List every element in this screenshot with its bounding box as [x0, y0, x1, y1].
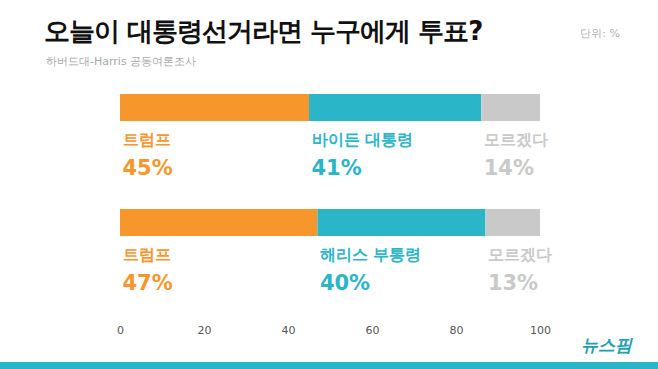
- svg-text:20: 20: [198, 324, 212, 337]
- svg-text:0: 0: [117, 324, 124, 337]
- svg-text:트럼프: 트럼프: [123, 245, 171, 264]
- svg-text:모르겠다: 모르겠다: [488, 245, 552, 264]
- svg-text:바이든 대통령: 바이든 대통령: [312, 130, 414, 149]
- svg-text:13%: 13%: [488, 271, 538, 295]
- svg-text:해리스 부통령: 해리스 부통령: [320, 245, 422, 264]
- html-text:하버드대-Harris 공동여론조사: 하버드대-Harris 공동여론조사: [46, 55, 197, 68]
- svg-text:80: 80: [450, 324, 464, 337]
- svg-text:40: 40: [282, 324, 296, 337]
- html-text:오늘이 대통령선거라면 누구에게 투표?: 오늘이 대통령선거라면 누구에게 투표?: [44, 16, 483, 46]
- svg-text:45%: 45%: [123, 156, 173, 180]
- svg-text:40%: 40%: [320, 271, 370, 295]
- html-text:단위: %: 단위: %: [580, 27, 620, 40]
- svg-text:41%: 41%: [312, 156, 362, 180]
- svg-text:60: 60: [366, 324, 380, 337]
- svg-text:47%: 47%: [123, 271, 173, 295]
- svg-text:100: 100: [530, 324, 551, 337]
- svg-text:14%: 14%: [484, 156, 534, 180]
- html-text:뉴스핌: 뉴스핌: [581, 335, 632, 355]
- svg-text:트럼프: 트럼프: [123, 130, 171, 149]
- svg-text:모르겠다: 모르겠다: [484, 130, 548, 149]
